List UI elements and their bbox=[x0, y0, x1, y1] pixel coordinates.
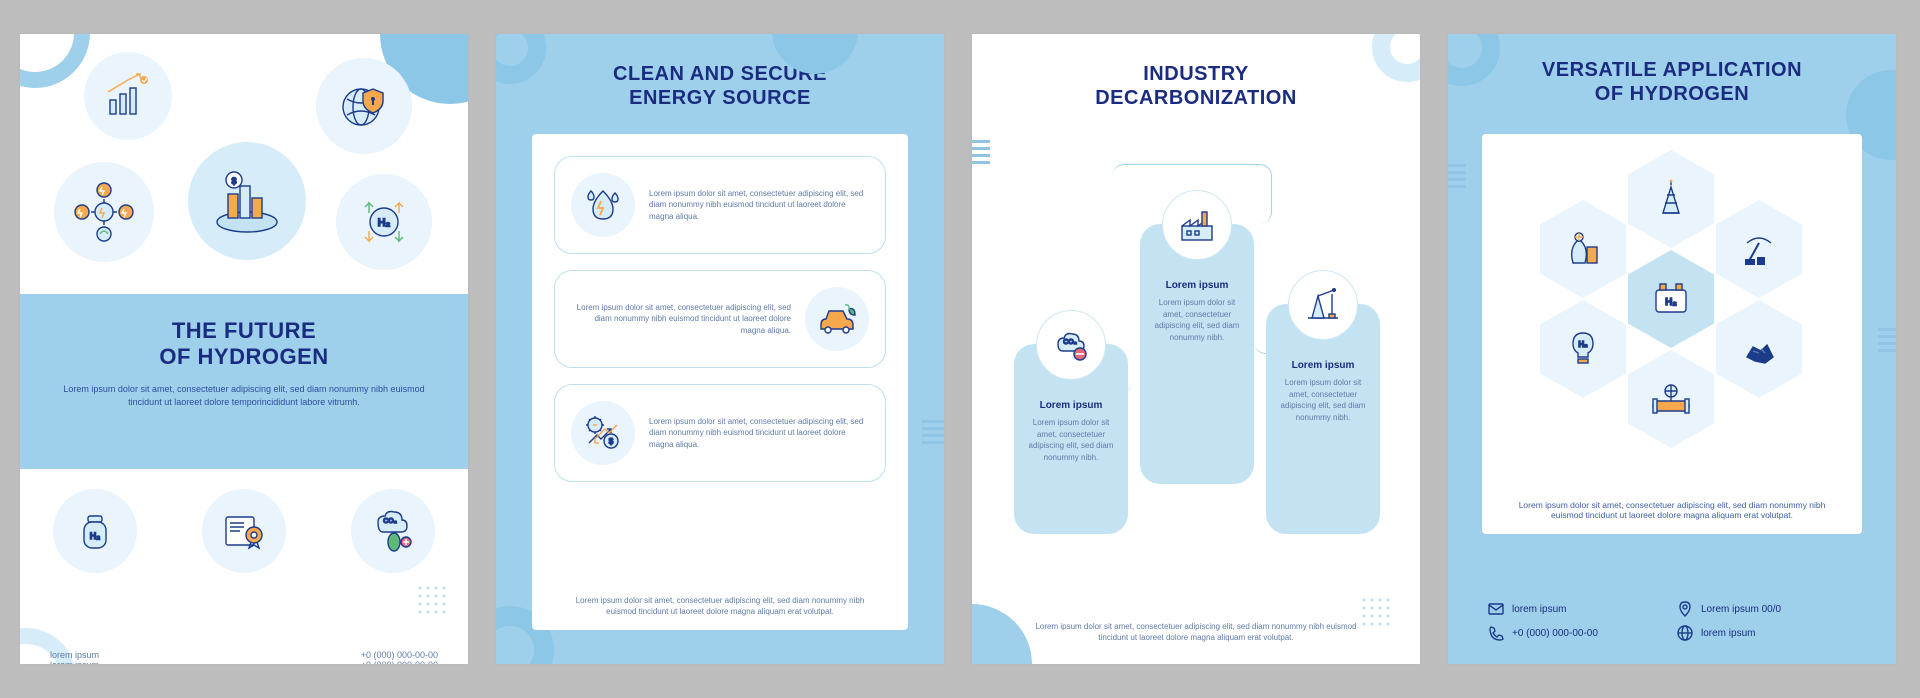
svg-text:$: $ bbox=[609, 437, 614, 446]
svg-text:$: $ bbox=[231, 176, 236, 186]
deco-stripes bbox=[972, 140, 990, 164]
dot-grid bbox=[416, 584, 450, 618]
globe-icon bbox=[1677, 625, 1693, 641]
panel-clean-energy: CLEAN AND SECURE ENERGY SOURCE Lorem ips… bbox=[496, 34, 944, 664]
panel1-hero-icons: $ H₂ bbox=[20, 34, 468, 294]
contact-item: lorem ipsum bbox=[1677, 625, 1856, 641]
deco-stripes bbox=[1878, 328, 1896, 352]
contact-phone: +0 (000) 000-00-00 bbox=[361, 660, 438, 664]
mail-icon bbox=[1488, 601, 1504, 617]
svg-text:CO₂: CO₂ bbox=[384, 518, 398, 525]
panel2-inner: Lorem ipsum dolor sit amet, consectetuer… bbox=[532, 134, 908, 630]
deco-stripes bbox=[922, 420, 944, 444]
card-text: Lorem ipsum dolor sit amet, consectetuer… bbox=[649, 188, 869, 223]
pillar-heading: Lorem ipsum bbox=[1276, 360, 1370, 371]
panel1-contacts: lorem ipsum lorem ipsum +0 (000) 000-00-… bbox=[20, 650, 468, 664]
pillar-body: Lorem ipsum dolor sit amet, consectetuer… bbox=[1024, 417, 1118, 463]
title-line: VERSATILE APPLICATION bbox=[1484, 58, 1860, 82]
factory-icon bbox=[1162, 190, 1232, 260]
contact-text: Lorem ipsum 00/0 bbox=[1701, 604, 1781, 615]
oil-pump-icon bbox=[1288, 270, 1358, 340]
panel4-title: VERSATILE APPLICATION OF HYDROGEN bbox=[1448, 34, 1896, 106]
contact-text: lorem ipsum bbox=[50, 650, 99, 660]
contact-item: +0 (000) 000-00-00 bbox=[1488, 625, 1667, 641]
deco-stripes bbox=[1448, 164, 1466, 188]
pillar-card: Lorem ipsum Lorem ipsum dolor sit amet, … bbox=[1140, 224, 1254, 484]
pillar-heading: Lorem ipsum bbox=[1150, 280, 1244, 291]
pillar-heading: Lorem ipsum bbox=[1024, 400, 1118, 411]
title-line: THE FUTURE bbox=[54, 318, 434, 344]
pipe-valve-icon bbox=[1628, 350, 1714, 448]
contact-col: lorem ipsum lorem ipsum bbox=[50, 650, 99, 664]
panel4-inner: H₂ bbox=[1482, 134, 1862, 534]
panel1-title: THE FUTURE OF HYDROGEN bbox=[54, 318, 434, 371]
panel4-footer: Lorem ipsum dolor sit amet, consectetuer… bbox=[1482, 500, 1862, 520]
feature-card: $ Lorem ipsum dolor sit amet, consectetu… bbox=[554, 384, 886, 482]
mining-icon bbox=[1716, 200, 1802, 298]
panel-decarbonization: INDUSTRY DECARBONIZATION CO₂ Lorem ipsum… bbox=[972, 34, 1420, 664]
card-text: Lorem ipsum dolor sit amet, consectetuer… bbox=[649, 416, 869, 451]
oil-rig-icon bbox=[1628, 150, 1714, 248]
co2-minus-icon: CO₂ bbox=[1036, 310, 1106, 380]
title-line: CLEAN AND SECURE bbox=[532, 62, 908, 86]
panel4-contacts: lorem ipsum Lorem ipsum 00/0 +0 (000) 00… bbox=[1448, 578, 1896, 664]
water-bolt-icon bbox=[571, 173, 635, 237]
globe-shield-icon bbox=[316, 58, 412, 154]
contact-item: Lorem ipsum 00/0 bbox=[1677, 601, 1856, 617]
pillar-card: CO₂ Lorem ipsum Lorem ipsum dolor sit am… bbox=[1014, 344, 1128, 534]
panel2-footer: Lorem ipsum dolor sit amet, consectetuer… bbox=[532, 595, 908, 618]
feature-card: Lorem ipsum dolor sit amet, consectetuer… bbox=[554, 156, 886, 254]
industry-dollar-icon: $ bbox=[188, 142, 306, 260]
panel-versatile-application: VERSATILE APPLICATION OF HYDROGEN H₂ bbox=[1448, 34, 1896, 664]
h2-arrows-icon: H₂ bbox=[336, 174, 432, 270]
svg-text:H₂: H₂ bbox=[1665, 297, 1677, 308]
contact-text: lorem ipsum bbox=[50, 660, 99, 664]
phone-icon bbox=[1488, 625, 1504, 641]
panel3-footer: Lorem ipsum dolor sit amet, consectetuer… bbox=[972, 621, 1420, 644]
pillar-card: Lorem ipsum Lorem ipsum dolor sit amet, … bbox=[1266, 304, 1380, 534]
panel1-bottom-icons: H₂ CO₂ bbox=[20, 489, 468, 573]
svg-text:H₂: H₂ bbox=[1578, 340, 1588, 349]
svg-text:H₂: H₂ bbox=[378, 217, 391, 229]
pin-icon bbox=[1677, 601, 1693, 617]
svg-text:CO₂: CO₂ bbox=[1063, 339, 1077, 346]
atom-energy-icon bbox=[54, 162, 154, 262]
cost-gears-icon: $ bbox=[571, 401, 635, 465]
title-line: OF HYDROGEN bbox=[1484, 82, 1860, 106]
coal-icon bbox=[1716, 300, 1802, 398]
brochure-stage: $ H₂ THE FUTURE OF HYDROGEN bbox=[20, 34, 1900, 664]
h2-bulb-icon: H₂ bbox=[1540, 300, 1626, 398]
panel-future-of-hydrogen: $ H₂ THE FUTURE OF HYDROGEN bbox=[20, 34, 468, 664]
panel2-title: CLEAN AND SECURE ENERGY SOURCE bbox=[496, 34, 944, 110]
svg-text:H₂: H₂ bbox=[89, 531, 100, 541]
co2-footprint-icon: CO₂ bbox=[351, 489, 435, 573]
growth-chart-icon bbox=[84, 52, 172, 140]
panel1-subtitle: Lorem ipsum dolor sit amet, consectetuer… bbox=[54, 383, 434, 410]
gear-cert-icon bbox=[202, 489, 286, 573]
contact-col: +0 (000) 000-00-00 +0 (000) 000-00-00 bbox=[361, 650, 438, 664]
pillar-body: Lorem ipsum dolor sit amet, consectetuer… bbox=[1276, 377, 1370, 423]
title-line: OF HYDROGEN bbox=[54, 344, 434, 370]
card-text: Lorem ipsum dolor sit amet, consectetuer… bbox=[571, 302, 791, 337]
title-line: ENERGY SOURCE bbox=[532, 86, 908, 110]
panel1-bottom: H₂ CO₂ bbox=[20, 489, 468, 664]
contact-phone: +0 (000) 000-00-00 bbox=[361, 650, 438, 660]
title-line: DECARBONIZATION bbox=[1008, 86, 1384, 110]
contact-text: +0 (000) 000-00-00 bbox=[1512, 628, 1598, 639]
eco-car-icon bbox=[805, 287, 869, 351]
contact-text: lorem ipsum bbox=[1701, 628, 1755, 639]
h2-lab-icon: H₂ bbox=[1628, 250, 1714, 348]
pillar-body: Lorem ipsum dolor sit amet, consectetuer… bbox=[1150, 297, 1244, 343]
feature-card: Lorem ipsum dolor sit amet, consectetuer… bbox=[554, 270, 886, 368]
nuclear-plant-icon bbox=[1540, 200, 1626, 298]
panel3-title: INDUSTRY DECARBONIZATION bbox=[972, 34, 1420, 110]
contact-item: lorem ipsum bbox=[1488, 601, 1667, 617]
h2-bottle-icon: H₂ bbox=[53, 489, 137, 573]
panel1-title-band: THE FUTURE OF HYDROGEN Lorem ipsum dolor… bbox=[20, 294, 468, 469]
title-line: INDUSTRY bbox=[1008, 62, 1384, 86]
contact-text: lorem ipsum bbox=[1512, 604, 1566, 615]
